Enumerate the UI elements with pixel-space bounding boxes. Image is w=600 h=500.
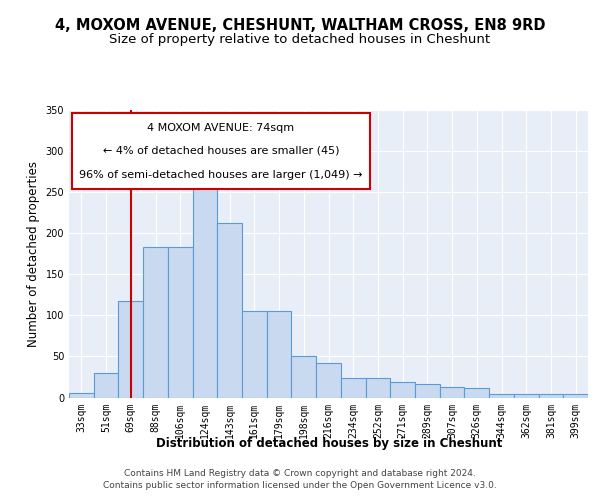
Text: ← 4% of detached houses are smaller (45): ← 4% of detached houses are smaller (45)	[103, 146, 339, 156]
Text: 4, MOXOM AVENUE, CHESHUNT, WALTHAM CROSS, EN8 9RD: 4, MOXOM AVENUE, CHESHUNT, WALTHAM CROSS…	[55, 18, 545, 32]
Bar	[267, 311, 292, 398]
Bar	[440, 387, 464, 398]
Bar	[242, 311, 267, 398]
Bar	[69, 394, 94, 398]
Bar	[292, 356, 316, 398]
Y-axis label: Number of detached properties: Number of detached properties	[27, 161, 40, 347]
Text: 4 MOXOM AVENUE: 74sqm: 4 MOXOM AVENUE: 74sqm	[147, 123, 295, 133]
Text: Size of property relative to detached houses in Cheshunt: Size of property relative to detached ho…	[109, 32, 491, 46]
Bar	[415, 384, 440, 398]
Bar	[539, 394, 563, 398]
Text: Contains public sector information licensed under the Open Government Licence v3: Contains public sector information licen…	[103, 481, 497, 490]
Text: 96% of semi-detached houses are larger (1,049) →: 96% of semi-detached houses are larger (…	[79, 170, 362, 180]
FancyBboxPatch shape	[71, 113, 370, 189]
Bar	[94, 373, 118, 398]
Bar	[316, 363, 341, 398]
Bar	[464, 388, 489, 398]
Bar	[217, 224, 242, 398]
Text: Contains HM Land Registry data © Crown copyright and database right 2024.: Contains HM Land Registry data © Crown c…	[124, 468, 476, 477]
Bar	[365, 378, 390, 398]
Bar	[489, 394, 514, 398]
Bar	[390, 382, 415, 398]
Bar	[341, 378, 365, 398]
Bar	[193, 164, 217, 398]
Bar	[143, 247, 168, 398]
Bar	[168, 247, 193, 398]
Bar	[118, 302, 143, 398]
Bar	[563, 394, 588, 398]
Text: Distribution of detached houses by size in Cheshunt: Distribution of detached houses by size …	[155, 438, 502, 450]
Bar	[514, 394, 539, 398]
